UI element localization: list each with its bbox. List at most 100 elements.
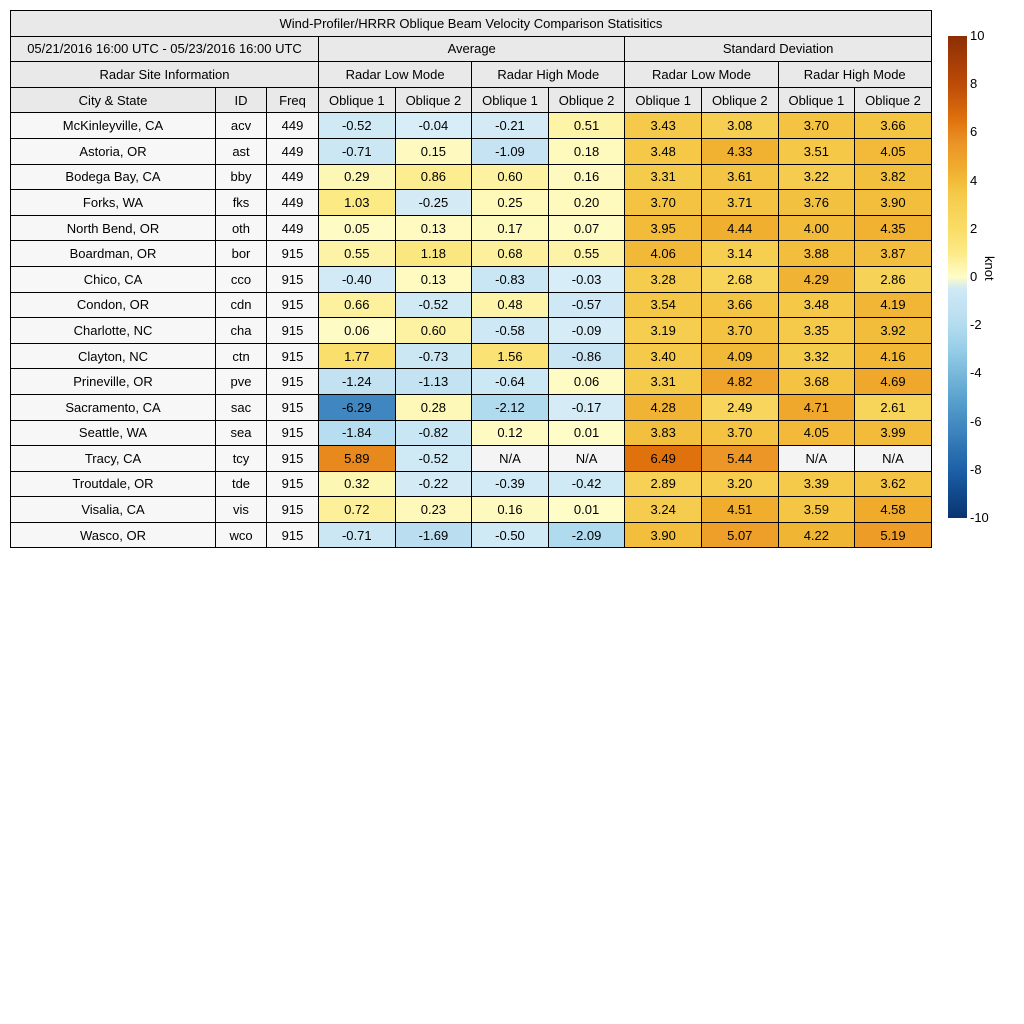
cell-value: 0.60 <box>471 163 549 191</box>
cell-city: Seattle, WA <box>10 419 216 447</box>
cell-freq: 915 <box>266 470 319 498</box>
cell-value: 0.25 <box>471 189 549 216</box>
cell-value: N/A <box>547 445 626 472</box>
cell-id: vis <box>215 496 267 523</box>
colorbar-tick-label: -6 <box>970 413 982 429</box>
cell-value: 3.90 <box>624 521 702 549</box>
cell-id: sac <box>215 393 267 421</box>
colorbar-tick-label: 10 <box>970 28 985 43</box>
cell-value: 3.40 <box>624 342 702 370</box>
cell-value: 3.92 <box>854 317 932 344</box>
cell-value: 0.16 <box>547 163 626 191</box>
cell-value: 3.19 <box>624 317 702 344</box>
cell-id: fks <box>215 189 267 216</box>
cell-value: 4.82 <box>700 368 779 395</box>
cell-value: 5.07 <box>700 521 779 549</box>
cell-value: 4.71 <box>777 393 856 421</box>
table-row: Boardman, OR bor 915 0.55 1.18 0.68 0.55 4.06 3.… <box>10 240 932 267</box>
cell-value: 3.31 <box>624 163 702 191</box>
table-body: McKinleyville, CA acv 449 -0.52 -0.04 -0.21 0.… <box>10 112 932 549</box>
cell-city: Forks, WA <box>10 189 216 216</box>
col-header-freq: Freq <box>266 86 319 114</box>
colorbar-unit-label: knot <box>982 256 997 281</box>
cell-city: Prineville, OR <box>10 368 216 395</box>
cell-city: Astoria, OR <box>10 137 216 165</box>
colorbar-tick-label: 0 <box>970 269 978 284</box>
cell-value: 3.87 <box>854 240 932 267</box>
cell-value: 0.32 <box>318 470 396 498</box>
cell-value: 3.35 <box>777 317 856 344</box>
colorbar-gradient <box>948 36 967 518</box>
colorbar-tick-label: 2 <box>970 220 978 236</box>
cell-value: 1.77 <box>318 342 396 370</box>
cell-freq: 915 <box>266 317 319 344</box>
table-row: Seattle, WA sea 915 -1.84 -0.82 0.12 0.01 3.83 3… <box>10 419 932 447</box>
cell-value: 0.68 <box>471 240 549 267</box>
cell-id: tcy <box>215 445 267 472</box>
cell-city: Chico, CA <box>10 265 216 293</box>
cell-value: -0.73 <box>394 342 473 370</box>
cell-value: 0.51 <box>547 112 626 139</box>
cell-freq: 915 <box>266 496 319 523</box>
cell-value: 0.12 <box>471 419 549 447</box>
cell-value: 3.28 <box>624 265 702 293</box>
cell-value: 0.06 <box>547 368 626 395</box>
table-row: Prineville, OR pve 915 -1.24 -1.13 -0.64 0.06 3… <box>10 368 932 395</box>
cell-value: -0.17 <box>547 393 626 421</box>
cell-value: 0.23 <box>394 496 473 523</box>
cell-value: 3.83 <box>624 419 702 447</box>
cell-value: -0.21 <box>471 112 549 139</box>
cell-value: 3.48 <box>777 291 856 319</box>
cell-value: 2.68 <box>700 265 779 293</box>
cell-value: 4.09 <box>700 342 779 370</box>
colorbar-tick-label: 6 <box>970 124 978 140</box>
cell-value: -0.25 <box>394 189 473 216</box>
cell-value: 4.28 <box>624 393 702 421</box>
cell-value: -2.09 <box>547 521 626 549</box>
cell-value: 3.14 <box>700 240 779 267</box>
cell-value: 5.19 <box>854 521 932 549</box>
cell-city: Sacramento, CA <box>10 393 216 421</box>
table-row: Tracy, CA tcy 915 5.89 -0.52 N/A N/A 6.49 5.44 N/… <box>10 445 932 472</box>
cell-value: N/A <box>471 445 549 472</box>
cell-value: 3.88 <box>777 240 856 267</box>
cell-value: 3.39 <box>777 470 856 498</box>
cell-value: 0.15 <box>394 137 473 165</box>
cell-id: bby <box>215 163 267 191</box>
cell-value: -0.03 <box>547 265 626 293</box>
cell-city: Wasco, OR <box>10 521 216 549</box>
cell-id: wco <box>215 521 267 549</box>
cell-value: 0.16 <box>471 496 549 523</box>
cell-id: ctn <box>215 342 267 370</box>
cell-value: 3.08 <box>700 112 779 139</box>
cell-id: ast <box>215 137 267 165</box>
col-header-oblique-6: Oblique 1 <box>777 86 856 114</box>
cell-value: -0.52 <box>394 291 473 319</box>
cell-value: 3.76 <box>777 189 856 216</box>
cell-city: McKinleyville, CA <box>10 112 216 139</box>
cell-value: 3.32 <box>777 342 856 370</box>
table-row: Visalia, CA vis 915 0.72 0.23 0.16 0.01 3.24 4.5… <box>10 496 932 523</box>
cell-value: -0.82 <box>394 419 473 447</box>
cell-value: 4.05 <box>854 137 932 165</box>
cell-freq: 915 <box>266 445 319 472</box>
cell-city: Clayton, NC <box>10 342 216 370</box>
cell-value: 3.70 <box>700 317 779 344</box>
cell-freq: 915 <box>266 291 319 319</box>
table-row: Wasco, OR wco 915 -0.71 -1.69 -0.50 -2.09 3.90 5… <box>10 521 932 549</box>
cell-value: 4.00 <box>777 214 856 242</box>
cell-value: 0.13 <box>394 265 473 293</box>
cell-value: 0.55 <box>318 240 396 267</box>
cell-value: 3.95 <box>624 214 702 242</box>
cell-value: 4.58 <box>854 496 932 523</box>
mode-header-std-high: Radar High Mode <box>777 61 932 88</box>
cell-value: 0.28 <box>394 393 473 421</box>
cell-id: sea <box>215 419 267 447</box>
cell-value: 3.61 <box>700 163 779 191</box>
col-header-city: City & State <box>10 86 216 114</box>
cell-id: cdn <box>215 291 267 319</box>
cell-id: oth <box>215 214 267 242</box>
mode-header-std-low: Radar Low Mode <box>624 61 779 88</box>
cell-id: pve <box>215 368 267 395</box>
